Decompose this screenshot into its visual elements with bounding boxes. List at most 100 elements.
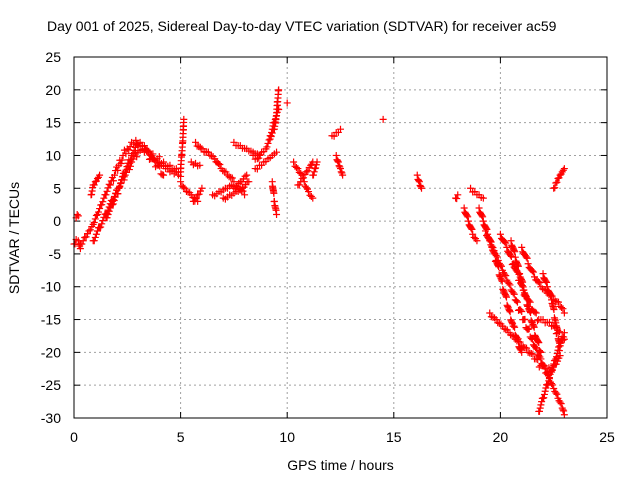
data-point bbox=[560, 407, 568, 415]
data-point bbox=[502, 272, 510, 280]
data-point bbox=[481, 227, 489, 235]
data-point bbox=[96, 171, 104, 179]
data-point bbox=[506, 308, 514, 316]
data-point bbox=[522, 253, 530, 261]
data-point bbox=[506, 281, 514, 289]
data-point bbox=[313, 158, 321, 166]
data-point bbox=[180, 115, 188, 123]
data-point bbox=[160, 158, 168, 166]
data-point bbox=[532, 344, 540, 352]
data-point bbox=[118, 156, 126, 164]
data-point bbox=[336, 163, 344, 171]
data-point bbox=[270, 189, 278, 197]
data-point bbox=[196, 161, 204, 169]
data-point bbox=[536, 348, 544, 356]
y-tick-label: -30 bbox=[41, 410, 61, 426]
data-point bbox=[493, 253, 501, 261]
data-point bbox=[228, 174, 236, 182]
data-point bbox=[539, 270, 547, 278]
x-tick-label: 25 bbox=[599, 429, 615, 445]
data-point bbox=[241, 191, 249, 199]
data-point bbox=[117, 180, 125, 188]
data-point bbox=[518, 307, 526, 315]
data-point bbox=[514, 261, 522, 269]
data-point bbox=[156, 162, 164, 170]
data-point bbox=[273, 211, 281, 219]
data-point bbox=[479, 194, 487, 202]
data-point bbox=[179, 183, 187, 191]
y-axis-label: SDTVAR / TECUs bbox=[6, 181, 22, 295]
data-point bbox=[300, 178, 308, 186]
y-tick-label: 5 bbox=[53, 180, 61, 196]
data-point bbox=[538, 398, 546, 406]
data-point bbox=[339, 171, 347, 179]
data-point bbox=[512, 297, 520, 305]
data-point bbox=[560, 309, 568, 317]
data-point bbox=[105, 207, 113, 215]
chart-title: Day 001 of 2025, Sidereal Day-to-day VTE… bbox=[47, 18, 557, 34]
data-point bbox=[502, 293, 510, 301]
data-point bbox=[106, 181, 114, 189]
data-point bbox=[558, 304, 566, 312]
data-point bbox=[334, 158, 342, 166]
data-point bbox=[542, 369, 550, 377]
data-point bbox=[196, 143, 204, 151]
data-point bbox=[85, 227, 93, 235]
tick-labels: 0 5 10 15 20 25 -30 -25 -20 -15 -10 -5 0 5 10 15 20 25 bbox=[41, 49, 615, 445]
data-point bbox=[81, 234, 89, 241]
x-tick-label: 15 bbox=[386, 429, 402, 445]
data-point bbox=[264, 139, 272, 147]
data-point bbox=[528, 267, 536, 275]
data-point bbox=[464, 213, 472, 221]
data-point bbox=[337, 168, 345, 176]
data-point bbox=[109, 177, 117, 185]
data-point bbox=[510, 246, 518, 254]
data-point bbox=[547, 291, 555, 299]
data-point bbox=[73, 211, 81, 219]
data-point bbox=[545, 318, 553, 326]
data-point bbox=[505, 280, 513, 288]
data-point bbox=[543, 381, 551, 389]
data-point bbox=[74, 212, 82, 220]
data-point bbox=[312, 164, 320, 172]
data-point bbox=[469, 230, 477, 238]
data-point bbox=[556, 342, 564, 350]
data-point bbox=[523, 344, 531, 352]
data-point bbox=[92, 230, 100, 238]
data-point bbox=[144, 148, 152, 156]
data-point bbox=[103, 187, 111, 195]
data-point bbox=[543, 283, 551, 291]
data-point bbox=[95, 208, 103, 216]
data-point bbox=[302, 184, 310, 192]
data-point bbox=[334, 157, 342, 165]
data-point bbox=[177, 178, 185, 186]
data-point bbox=[554, 326, 562, 334]
data-point bbox=[114, 166, 122, 174]
data-point bbox=[270, 119, 278, 127]
data-point bbox=[559, 305, 567, 313]
data-point bbox=[268, 128, 276, 136]
data-point bbox=[222, 168, 230, 176]
data-point bbox=[510, 290, 518, 298]
data-point bbox=[519, 278, 527, 286]
data-point bbox=[216, 161, 224, 169]
y-tick-label: 20 bbox=[45, 82, 61, 98]
data-point bbox=[492, 316, 500, 324]
data-point bbox=[116, 183, 124, 191]
data-point bbox=[536, 404, 544, 412]
data-point bbox=[307, 192, 315, 200]
data-point bbox=[522, 291, 530, 299]
data-point bbox=[102, 191, 110, 199]
data-point bbox=[337, 165, 344, 173]
data-point bbox=[508, 318, 516, 326]
data-point bbox=[553, 353, 561, 361]
data-point bbox=[245, 178, 253, 186]
data-point bbox=[548, 366, 556, 374]
data-point bbox=[269, 122, 277, 130]
data-point bbox=[497, 262, 505, 270]
x-axis-label: GPS time / hours bbox=[287, 457, 394, 473]
data-point bbox=[97, 223, 105, 231]
data-point bbox=[96, 205, 104, 213]
y-tick-label: 10 bbox=[45, 147, 61, 163]
data-point bbox=[551, 184, 559, 192]
